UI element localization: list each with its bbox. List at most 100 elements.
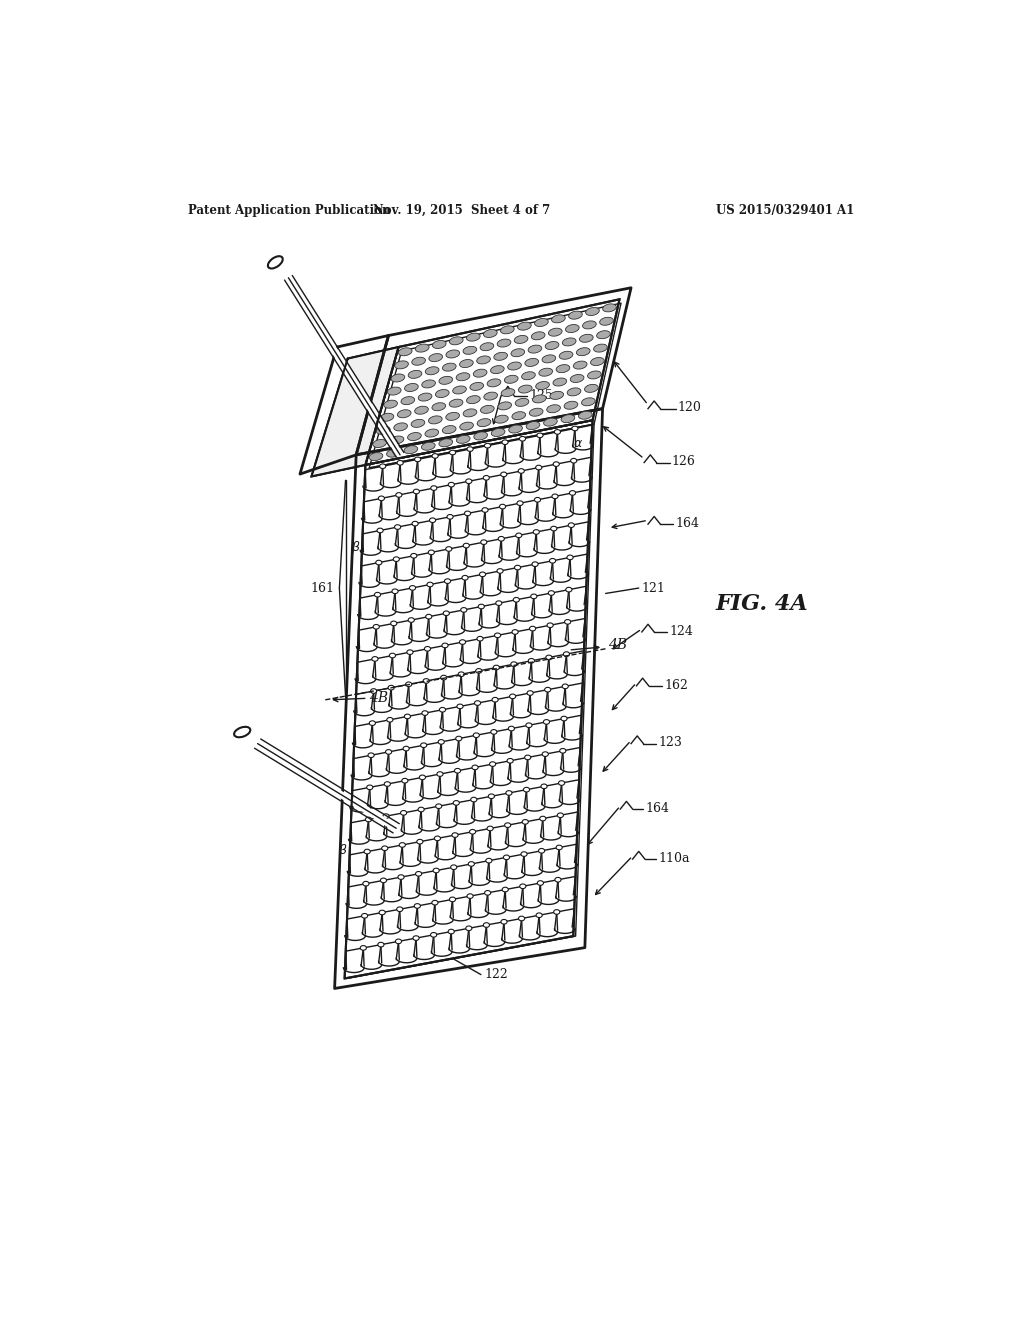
Ellipse shape (450, 898, 456, 902)
Ellipse shape (597, 331, 610, 339)
Ellipse shape (492, 429, 505, 437)
Ellipse shape (447, 515, 454, 519)
Ellipse shape (501, 388, 515, 396)
Ellipse shape (387, 449, 400, 457)
Polygon shape (311, 347, 398, 477)
Ellipse shape (559, 351, 572, 359)
Ellipse shape (527, 690, 534, 696)
Ellipse shape (451, 865, 457, 870)
Ellipse shape (516, 533, 522, 537)
Ellipse shape (428, 550, 434, 554)
Ellipse shape (434, 836, 440, 841)
Ellipse shape (460, 640, 466, 644)
Ellipse shape (382, 846, 388, 850)
Text: FIG. 4A: FIG. 4A (716, 594, 808, 615)
Ellipse shape (439, 376, 453, 384)
Ellipse shape (467, 396, 480, 404)
Ellipse shape (367, 785, 373, 789)
Ellipse shape (565, 325, 580, 333)
Ellipse shape (512, 412, 525, 420)
Ellipse shape (539, 368, 553, 376)
Ellipse shape (580, 334, 593, 342)
Ellipse shape (547, 623, 553, 627)
Ellipse shape (499, 536, 505, 541)
Ellipse shape (425, 367, 439, 375)
Ellipse shape (545, 688, 551, 692)
Ellipse shape (485, 858, 492, 863)
Ellipse shape (461, 607, 467, 612)
Ellipse shape (525, 359, 539, 367)
Ellipse shape (378, 942, 384, 946)
Ellipse shape (489, 762, 496, 767)
Ellipse shape (513, 598, 519, 602)
Ellipse shape (591, 358, 604, 366)
Text: 126: 126 (672, 455, 695, 469)
Ellipse shape (477, 418, 490, 426)
Ellipse shape (554, 429, 560, 434)
Ellipse shape (425, 429, 438, 437)
Ellipse shape (556, 845, 562, 850)
Ellipse shape (432, 403, 445, 411)
Ellipse shape (526, 723, 532, 727)
Ellipse shape (420, 775, 426, 780)
Ellipse shape (535, 318, 548, 326)
Ellipse shape (530, 594, 537, 599)
Ellipse shape (600, 317, 613, 325)
Ellipse shape (495, 416, 508, 424)
Ellipse shape (553, 462, 559, 466)
Text: $\beta$: $\beta$ (338, 842, 348, 858)
Ellipse shape (400, 810, 407, 816)
Ellipse shape (466, 927, 472, 931)
Ellipse shape (483, 392, 498, 400)
Ellipse shape (412, 358, 425, 366)
Ellipse shape (511, 661, 517, 667)
Ellipse shape (401, 779, 408, 783)
Ellipse shape (512, 630, 518, 635)
Text: 4B: 4B (369, 692, 388, 705)
Ellipse shape (523, 787, 529, 792)
Ellipse shape (549, 329, 562, 337)
Ellipse shape (517, 500, 523, 506)
Ellipse shape (378, 496, 384, 500)
Text: 125: 125 (529, 389, 553, 403)
Ellipse shape (544, 418, 557, 426)
Ellipse shape (401, 396, 415, 405)
Ellipse shape (497, 569, 503, 573)
Ellipse shape (370, 721, 376, 726)
Ellipse shape (457, 436, 470, 444)
Ellipse shape (408, 433, 421, 441)
Ellipse shape (380, 413, 394, 421)
Ellipse shape (462, 576, 468, 579)
Ellipse shape (573, 362, 587, 370)
Ellipse shape (547, 405, 560, 413)
Ellipse shape (534, 529, 540, 535)
Ellipse shape (479, 572, 485, 577)
Ellipse shape (557, 813, 563, 817)
Text: 161: 161 (311, 582, 335, 594)
Ellipse shape (520, 884, 526, 888)
Ellipse shape (377, 426, 390, 434)
Ellipse shape (429, 354, 442, 362)
Ellipse shape (373, 440, 386, 447)
Ellipse shape (529, 626, 536, 631)
Ellipse shape (411, 553, 417, 558)
Ellipse shape (439, 438, 453, 446)
Ellipse shape (429, 517, 435, 523)
Ellipse shape (424, 647, 430, 651)
Ellipse shape (409, 618, 415, 622)
Ellipse shape (456, 737, 462, 741)
Ellipse shape (439, 708, 445, 711)
Ellipse shape (554, 909, 560, 915)
Ellipse shape (521, 851, 527, 857)
Ellipse shape (372, 656, 378, 661)
Ellipse shape (564, 619, 570, 624)
Ellipse shape (504, 855, 510, 859)
Ellipse shape (502, 887, 508, 892)
Ellipse shape (449, 929, 455, 933)
Ellipse shape (445, 412, 460, 420)
Ellipse shape (471, 797, 477, 801)
Ellipse shape (555, 878, 561, 882)
Ellipse shape (445, 546, 452, 552)
Ellipse shape (545, 342, 559, 350)
Text: Nov. 19, 2015  Sheet 4 of 7: Nov. 19, 2015 Sheet 4 of 7 (373, 205, 550, 218)
